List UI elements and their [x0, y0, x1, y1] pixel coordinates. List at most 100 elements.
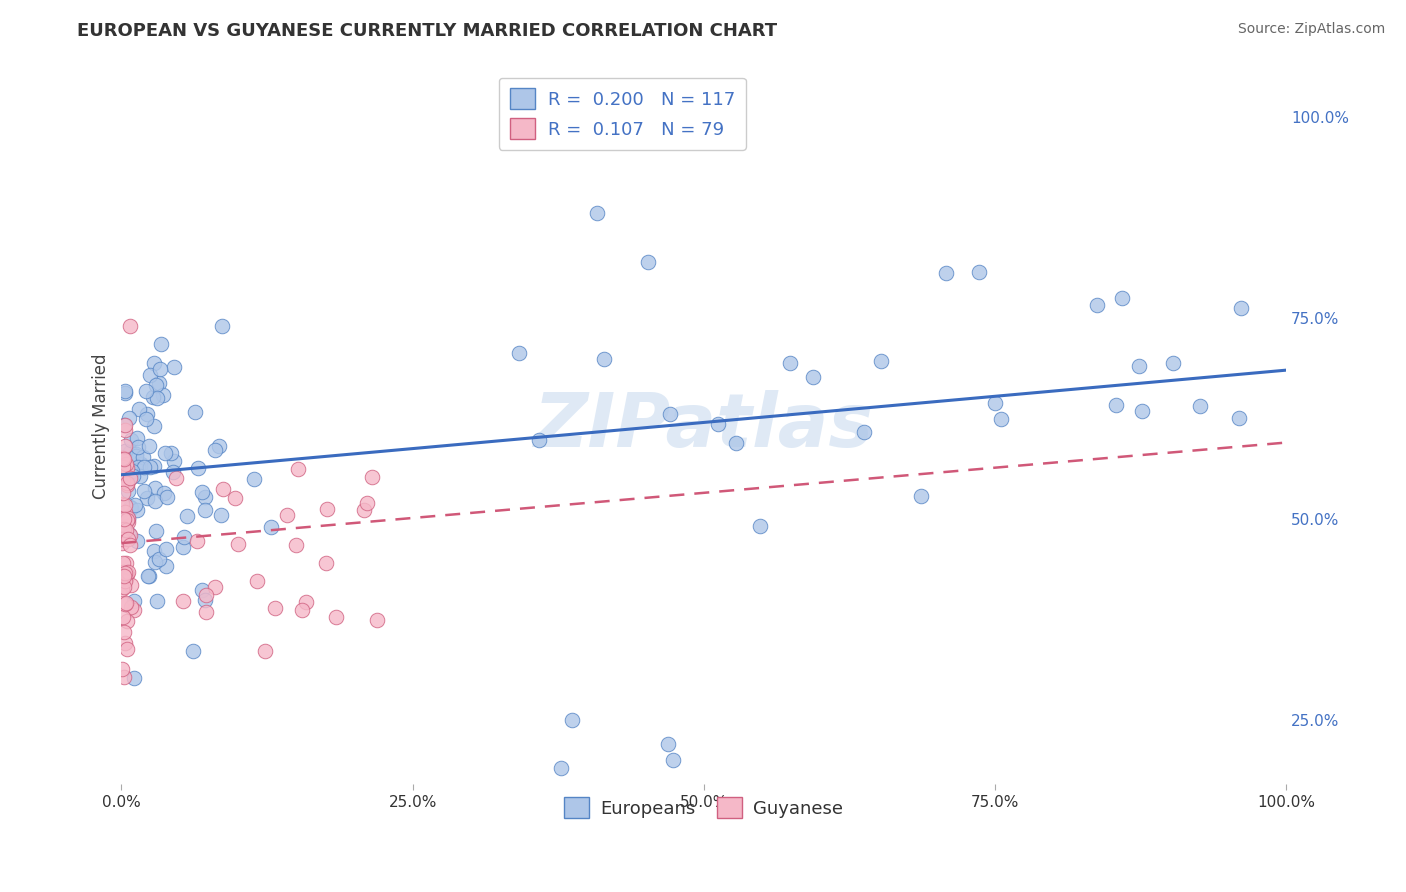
- Point: [1188, 399, 1211, 413]
- Point: [118, 410, 141, 425]
- Point: [160, 446, 183, 460]
- Point: [152, 388, 174, 402]
- Point: [118, 528, 141, 542]
- Point: [657, 737, 679, 751]
- Point: [264, 600, 287, 615]
- Point: [136, 491, 159, 505]
- Point: [139, 368, 162, 382]
- Point: [112, 451, 135, 466]
- Point: [143, 494, 166, 508]
- Point: [315, 556, 337, 570]
- Point: [112, 569, 135, 583]
- Point: [114, 568, 136, 582]
- Point: [163, 454, 186, 468]
- Point: [142, 458, 165, 473]
- Point: [112, 512, 135, 526]
- Point: [155, 559, 177, 574]
- Point: [176, 508, 198, 523]
- Point: [204, 443, 226, 458]
- Point: [325, 610, 347, 624]
- Point: [134, 459, 156, 474]
- Point: [111, 451, 134, 466]
- Point: [870, 354, 893, 368]
- Point: [117, 565, 139, 579]
- Point: [125, 447, 148, 461]
- Point: [117, 515, 139, 529]
- Point: [115, 524, 138, 538]
- Point: [561, 713, 583, 727]
- Point: [127, 440, 149, 454]
- Point: [1130, 404, 1153, 418]
- Point: [114, 439, 136, 453]
- Point: [148, 376, 170, 390]
- Point: [135, 384, 157, 398]
- Point: [162, 465, 184, 479]
- Legend: Europeans, Guyanese: Europeans, Guyanese: [557, 790, 851, 825]
- Point: [593, 352, 616, 367]
- Point: [243, 472, 266, 486]
- Point: [127, 503, 149, 517]
- Point: [112, 669, 135, 683]
- Point: [124, 498, 146, 512]
- Point: [574, 134, 596, 148]
- Point: [935, 266, 957, 280]
- Point: [143, 419, 166, 434]
- Point: [114, 384, 136, 398]
- Point: [209, 508, 232, 522]
- Point: [852, 425, 875, 439]
- Point: [143, 555, 166, 569]
- Point: [285, 538, 308, 552]
- Point: [212, 483, 235, 497]
- Point: [1111, 291, 1133, 305]
- Point: [586, 206, 609, 220]
- Point: [117, 532, 139, 546]
- Point: [114, 635, 136, 649]
- Point: [191, 485, 214, 500]
- Point: [316, 501, 339, 516]
- Point: [172, 594, 194, 608]
- Point: [211, 318, 233, 333]
- Point: [120, 433, 142, 447]
- Point: [969, 265, 991, 279]
- Point: [120, 471, 142, 485]
- Point: [659, 407, 682, 421]
- Point: [155, 541, 177, 556]
- Point: [748, 519, 770, 533]
- Point: [114, 597, 136, 611]
- Text: Source: ZipAtlas.com: Source: ZipAtlas.com: [1237, 22, 1385, 37]
- Point: [128, 469, 150, 483]
- Point: [111, 579, 134, 593]
- Point: [112, 624, 135, 639]
- Point: [125, 534, 148, 549]
- Point: [117, 511, 139, 525]
- Point: [114, 571, 136, 585]
- Point: [120, 538, 142, 552]
- Point: [115, 475, 138, 490]
- Point: [138, 439, 160, 453]
- Point: [112, 451, 135, 466]
- Point: [122, 671, 145, 685]
- Point: [637, 254, 659, 268]
- Point: [132, 484, 155, 499]
- Point: [1229, 301, 1251, 316]
- Point: [114, 423, 136, 437]
- Point: [148, 552, 170, 566]
- Point: [245, 574, 267, 589]
- Point: [114, 385, 136, 400]
- Point: [276, 508, 298, 523]
- Point: [1128, 359, 1150, 373]
- Point: [117, 484, 139, 499]
- Point: [118, 318, 141, 333]
- Point: [111, 535, 134, 549]
- Point: [194, 503, 217, 517]
- Point: [724, 436, 747, 450]
- Y-axis label: Currently Married: Currently Married: [93, 354, 110, 500]
- Point: [118, 470, 141, 484]
- Point: [801, 370, 824, 384]
- Point: [146, 593, 169, 607]
- Point: [112, 580, 135, 594]
- Point: [112, 452, 135, 467]
- Point: [253, 644, 276, 658]
- Point: [111, 474, 134, 488]
- Point: [145, 392, 167, 406]
